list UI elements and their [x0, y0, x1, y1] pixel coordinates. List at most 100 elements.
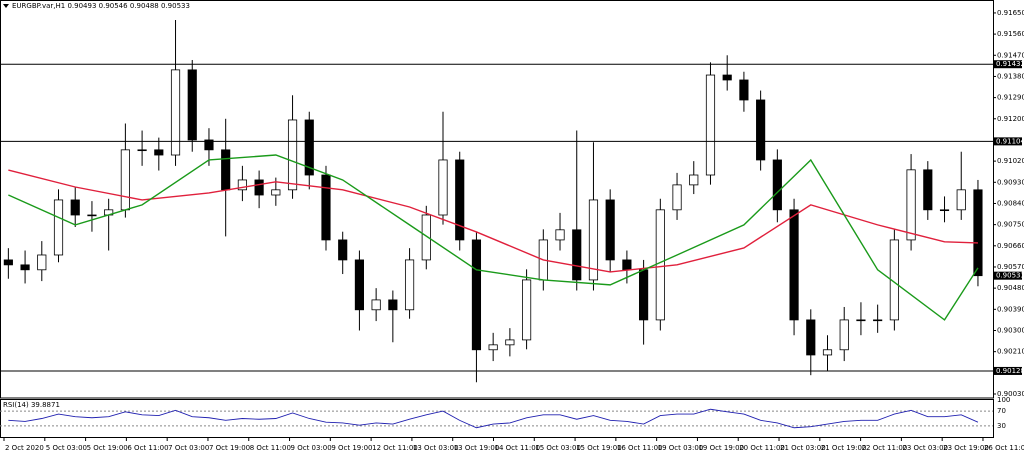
- x-tick-label: 9 Oct 19:00: [331, 444, 372, 452]
- y-tick-label: 0.90840: [997, 199, 1024, 207]
- price-tag-label: 0.91104: [996, 137, 1024, 145]
- candle-body: [338, 239, 348, 261]
- candle-body: [137, 149, 147, 152]
- candle-body: [973, 189, 983, 277]
- candle-body: [956, 189, 966, 211]
- x-tick-label: 8 Oct 11:00: [250, 444, 291, 452]
- candle-body: [522, 279, 532, 341]
- x-tick-label: 7 Oct 19:00: [209, 444, 250, 452]
- candle-body: [254, 179, 264, 196]
- candle-body: [622, 259, 632, 271]
- y-tick-label: 0.90750: [997, 221, 1024, 229]
- candle-body: [806, 319, 816, 356]
- candle-body: [906, 169, 916, 241]
- candle-body: [154, 149, 164, 156]
- candle-body: [705, 74, 716, 176]
- candle-body: [739, 79, 749, 101]
- rsi-tick-label: 100: [997, 396, 1010, 404]
- rsi-title: RSI(14) 39.8871: [3, 401, 60, 409]
- candle-body: [655, 209, 665, 321]
- x-tick-label: 15 Oct 03:00: [535, 444, 581, 452]
- candle-body: [3, 259, 13, 266]
- x-tick-label: 5 Oct 19:00: [87, 444, 128, 452]
- x-tick-label: 14 Oct 11:00: [494, 444, 540, 452]
- x-tick-label: 23 Oct 19:00: [943, 444, 989, 452]
- candle-body: [371, 299, 381, 311]
- candle-body: [672, 184, 682, 211]
- y-tick-label: 0.90210: [997, 348, 1024, 356]
- candle-body: [70, 199, 80, 216]
- candle-body: [304, 119, 314, 176]
- candle-body: [120, 149, 130, 211]
- price-tag-label: 0.90128: [996, 367, 1024, 375]
- candle-body: [221, 149, 231, 191]
- x-tick-label: 20 Oct 11:00: [739, 444, 785, 452]
- y-tick-label: 0.91380: [997, 72, 1024, 80]
- x-tick-label: 22 Oct 11:00: [862, 444, 908, 452]
- candle-body: [873, 319, 883, 322]
- price-tag-label: 0.91432: [996, 60, 1024, 68]
- x-tick-label: 26 Oct 11:00: [984, 444, 1024, 452]
- x-tick-label: 6 Oct 11:00: [127, 444, 168, 452]
- y-tick-label: 0.90300: [997, 326, 1024, 334]
- candle-body: [722, 74, 732, 81]
- candle-body: [572, 229, 582, 281]
- candle-body: [455, 159, 465, 241]
- x-tick-label: 19 Oct 03:00: [658, 444, 704, 452]
- x-tick-label: 13 Oct 03:00: [413, 444, 459, 452]
- candle-body: [856, 319, 866, 322]
- candle-body: [404, 259, 415, 311]
- candle-body: [488, 344, 498, 351]
- rsi-tick-label: 70: [997, 407, 1006, 415]
- y-tick-label: 0.90390: [997, 305, 1024, 313]
- candle-body: [271, 189, 281, 196]
- candle-body: [789, 209, 799, 321]
- candle-body: [505, 339, 515, 346]
- y-tick-label: 0.91200: [997, 115, 1024, 123]
- y-tick-label: 0.91650: [997, 9, 1024, 17]
- candle-body: [471, 239, 482, 351]
- candle-body: [438, 159, 448, 216]
- candle-body: [20, 264, 30, 271]
- candle-body: [689, 174, 699, 186]
- x-tick-label: 9 Oct 03:00: [291, 444, 332, 452]
- x-tick-label: 19 Oct 19:00: [698, 444, 744, 452]
- candle-body: [605, 199, 615, 261]
- menu-arrow[interactable]: [3, 4, 9, 8]
- candle-body: [237, 179, 247, 191]
- y-tick-label: 0.91560: [997, 30, 1024, 38]
- candle-body: [170, 69, 181, 156]
- candle-body: [87, 214, 97, 217]
- y-tick-label: 0.91470: [997, 51, 1024, 59]
- x-tick-label: 7 Oct 03:00: [168, 444, 209, 452]
- candle-body: [187, 69, 197, 141]
- candle-body: [421, 214, 431, 261]
- candle-body: [53, 199, 64, 256]
- current-price-label: 0.90533: [996, 272, 1024, 280]
- price-tag: [994, 137, 1022, 146]
- x-tick-label: 5 Oct 03:00: [46, 444, 87, 452]
- x-tick-label: 21 Oct 03:00: [780, 444, 826, 452]
- y-tick-label: 0.90030: [997, 390, 1024, 398]
- candle-body: [555, 229, 565, 241]
- candle-body: [204, 139, 214, 151]
- rsi-line: [8, 408, 979, 429]
- candle-body: [822, 349, 833, 356]
- candle-body: [321, 174, 331, 241]
- y-tick-label: 0.90930: [997, 178, 1024, 186]
- main-frame: [0, 0, 994, 399]
- x-tick-label: 13 Oct 19:00: [454, 444, 500, 452]
- moving-average: [8, 169, 978, 273]
- y-tick-label: 0.91290: [997, 94, 1024, 102]
- candle-body: [923, 169, 933, 211]
- x-tick-label: 16 Oct 11:00: [617, 444, 663, 452]
- candle-body: [37, 254, 47, 271]
- price-tag: [994, 60, 1022, 69]
- candle-body: [756, 99, 766, 161]
- rsi-frame: [0, 399, 994, 438]
- y-tick-label: 0.90480: [997, 284, 1024, 292]
- candle-body: [287, 119, 298, 191]
- x-tick-label: 2 Oct 2020: [5, 444, 44, 452]
- x-tick-label: 23 Oct 03:00: [902, 444, 948, 452]
